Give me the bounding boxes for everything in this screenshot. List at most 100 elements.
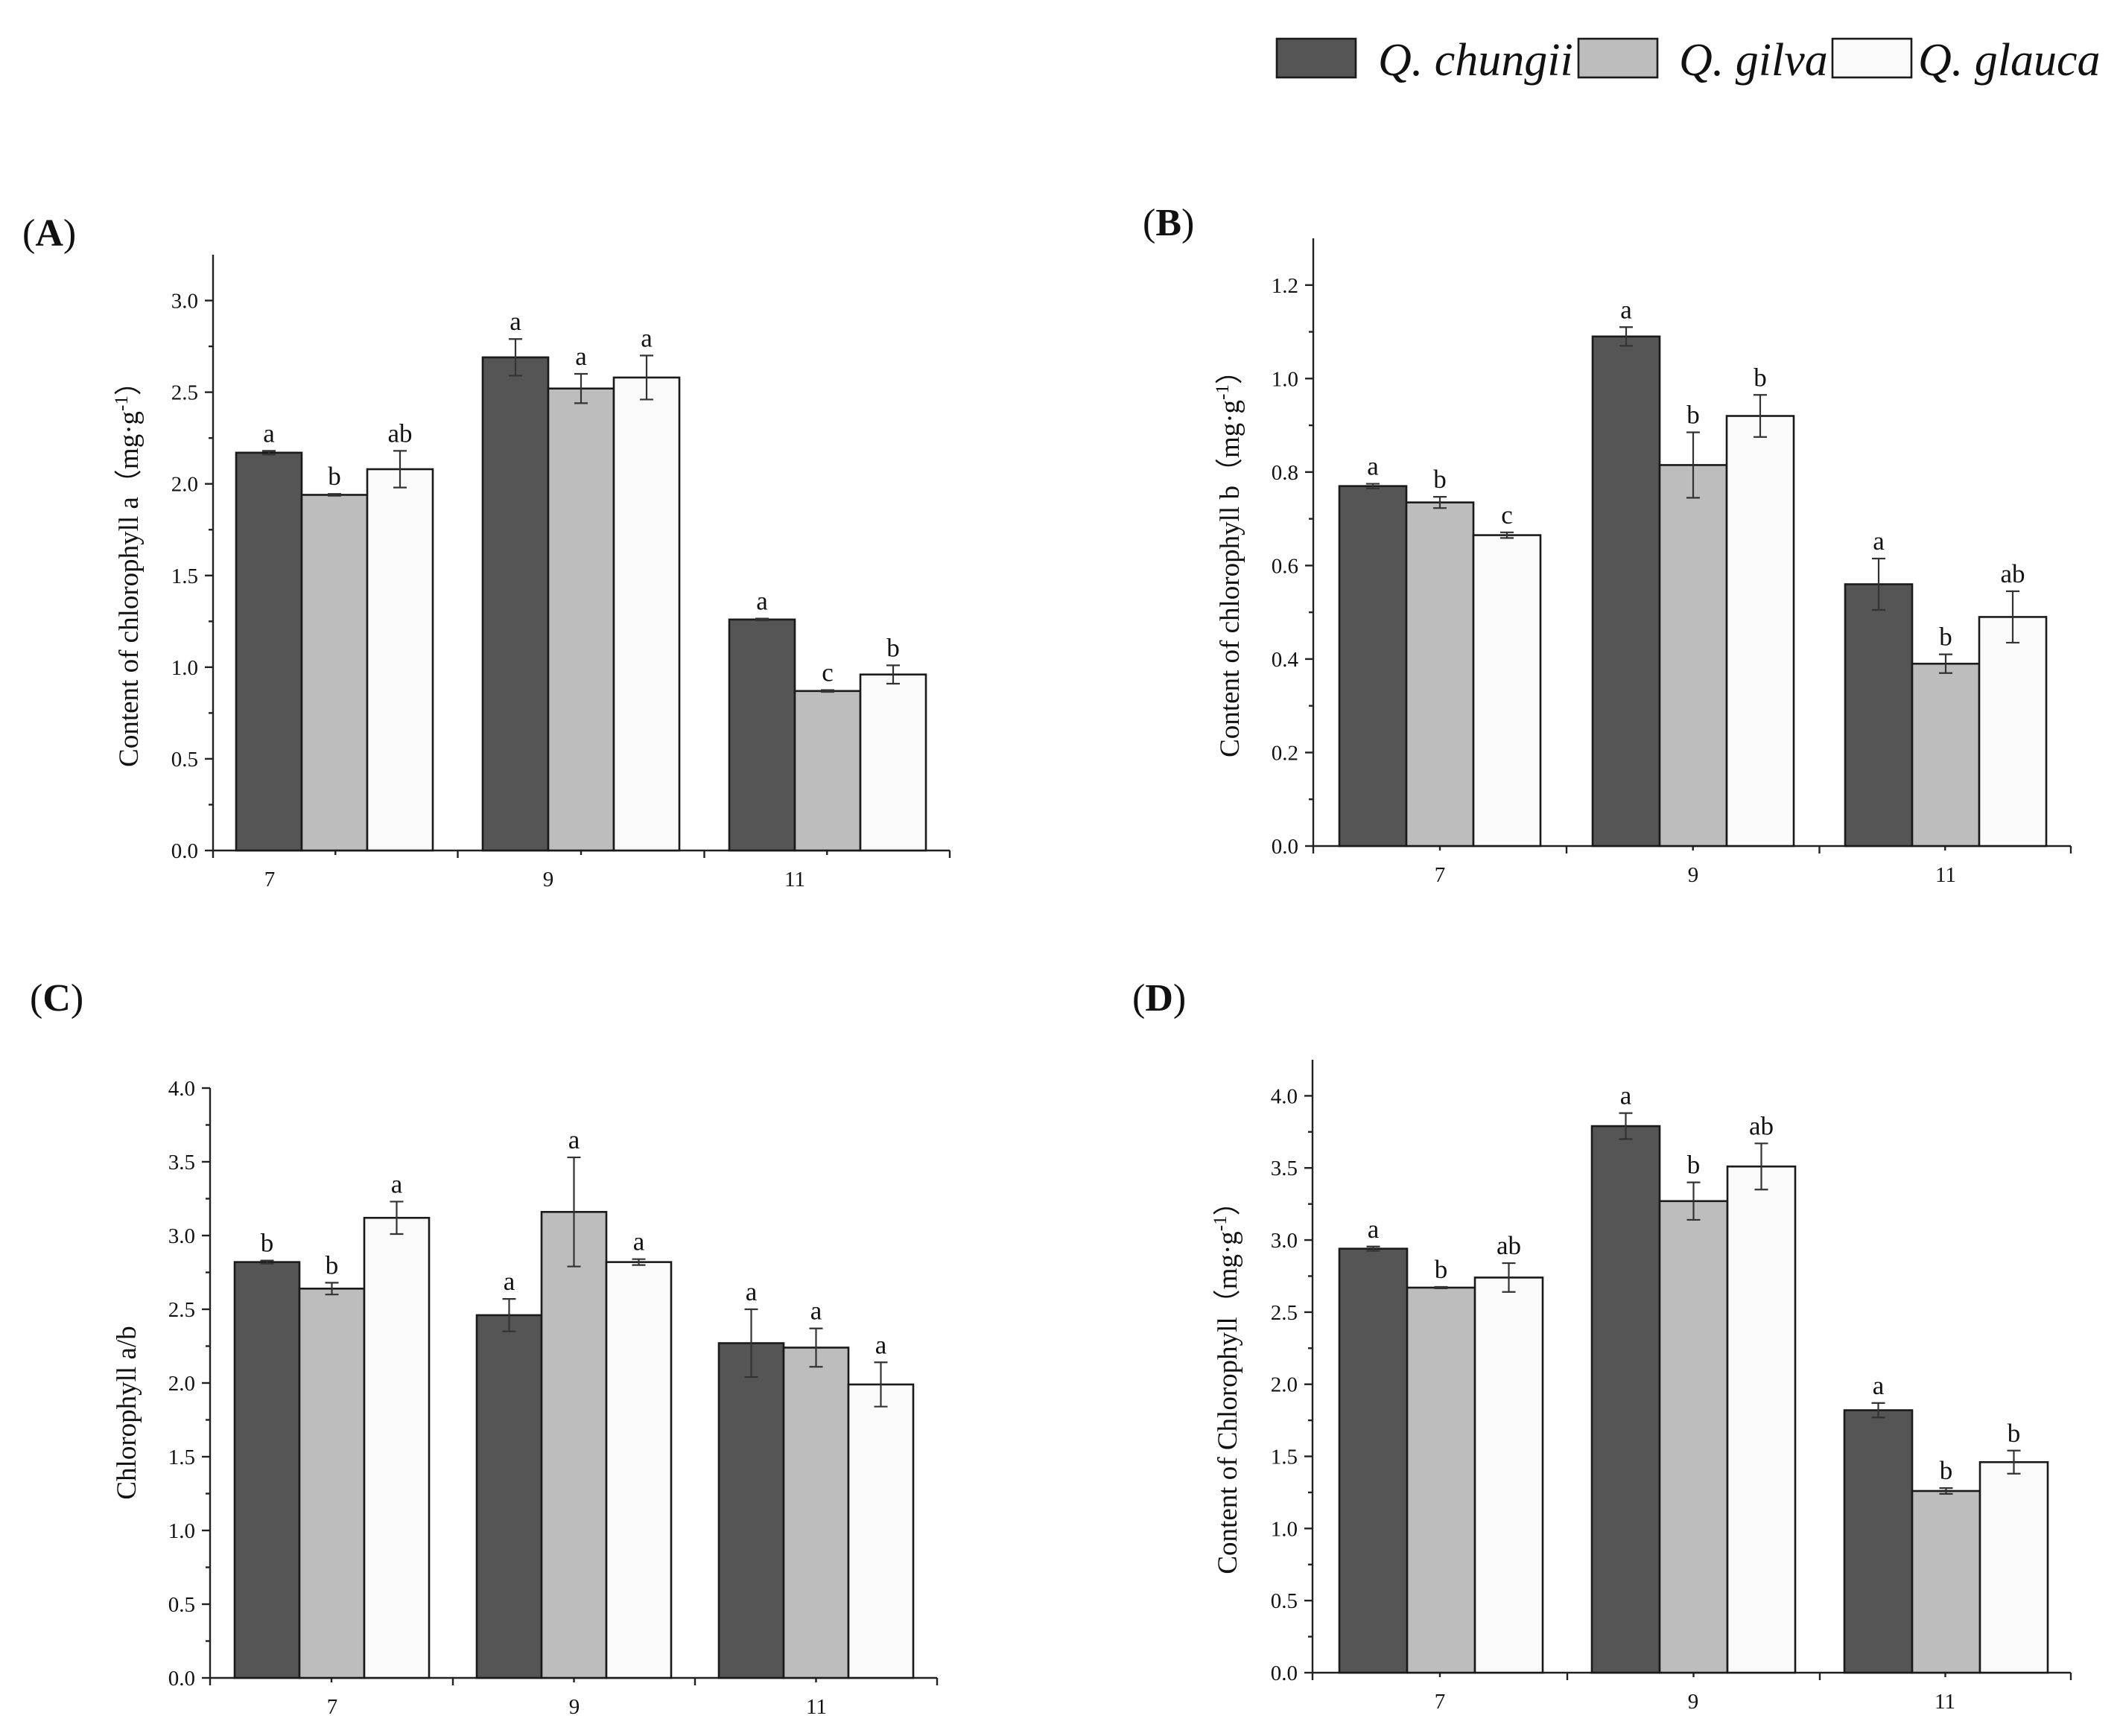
significance-label: a	[263, 419, 275, 448]
legend: Q. chungii Q. gilva Q. glauca	[1275, 35, 2101, 86]
bar-q-gilva-7	[300, 494, 369, 852]
bar-q-gilva-9	[547, 387, 615, 852]
y-tick-label: 2.0	[171, 473, 198, 497]
significance-label: a	[1873, 527, 1885, 556]
legend-swatch-q-gilva	[1577, 37, 1659, 79]
significance-label: ab	[387, 419, 412, 448]
significance-label: c	[1501, 500, 1513, 530]
y-tick-label: 2.0	[1271, 1373, 1298, 1397]
bar-q-chungii-9	[1591, 335, 1661, 848]
panel-label-a: (A)	[22, 212, 76, 255]
significance-label: ab	[2000, 559, 2025, 588]
y-tick-label: 3.0	[168, 1224, 195, 1248]
panel-label-c: (C)	[30, 977, 83, 1020]
y-tick-label: 4.0	[168, 1077, 195, 1101]
y-tick-label: 1.0	[1271, 1517, 1298, 1541]
bar-q-chungii-11	[728, 618, 796, 852]
y-axis-title: Content of chlorophyll a（mg·g-1）	[112, 368, 145, 767]
significance-label: b	[326, 1250, 339, 1279]
y-tick-label: 4.0	[1271, 1084, 1298, 1108]
significance-label: a	[1620, 1081, 1632, 1110]
legend-label-q-gilva: Q. gilva	[1679, 35, 1828, 86]
significance-label: ab	[1749, 1111, 1774, 1140]
bar-q-glauca-11	[859, 673, 927, 852]
legend-swatch-q-chungii	[1275, 37, 1357, 79]
x-tick-label-7: 7	[1435, 1690, 1446, 1714]
panel-label-d: (D)	[1132, 977, 1186, 1020]
significance-label: b	[328, 462, 341, 491]
significance-label: a	[875, 1330, 887, 1359]
y-tick-label: 3.0	[1271, 1229, 1298, 1253]
significance-label: a	[568, 1125, 580, 1154]
significance-label: a	[510, 307, 521, 336]
bar-q-glauca-9	[605, 1261, 673, 1679]
y-tick-label: 0.0	[171, 839, 198, 863]
bar-q-gilva-7	[1406, 1286, 1476, 1674]
y-tick-label: 2.5	[1271, 1301, 1298, 1325]
bar-q-chungii-9	[475, 1314, 543, 1679]
significance-label: b	[1433, 465, 1447, 494]
panel-c: (C) 0.0 0.5 1.0 1.5 2.0 2.5 3.0 3.5 4.0 7 9 11 Chloro…	[30, 977, 939, 1719]
significance-label: b	[2008, 1419, 2021, 1448]
bar-q-gilva-7	[298, 1287, 366, 1679]
significance-label: a	[1620, 295, 1632, 324]
y-tick-label: 0.4	[1272, 648, 1299, 672]
bar-q-glauca-7	[1472, 534, 1542, 848]
y-tick-label: 2.5	[171, 381, 198, 405]
y-tick-label: 0.2	[1272, 741, 1298, 765]
x-tick-label-9: 9	[1688, 1690, 1699, 1714]
y-tick-label: 3.5	[1271, 1157, 1298, 1180]
bar-q-gilva-11	[1911, 1489, 1981, 1674]
x-tick-label-7: 7	[264, 868, 276, 891]
bar-q-chungii-7	[1338, 1247, 1409, 1674]
significance-label: ab	[1497, 1231, 1521, 1260]
significance-label: a	[756, 587, 768, 616]
panel-b: (B) 0.0 0.2 0.4 0.6 0.8 1.0 1.2 7 9 11 Content of c…	[1143, 202, 2072, 887]
significance-label: a	[1873, 1371, 1885, 1400]
significance-label: b	[1939, 623, 1952, 652]
bar-q-gilva-9	[540, 1211, 608, 1679]
panel-a: (A) 0.0 0.5 1.0 1.5 2.0 2.5 3.0 7 9 11 Content of c…	[22, 212, 951, 891]
significance-label: a	[1367, 452, 1379, 481]
x-tick-label-11: 11	[806, 1695, 827, 1719]
significance-label: a	[1368, 1215, 1380, 1244]
bar-q-chungii-9	[481, 356, 550, 852]
y-axis-title: Chlorophyll a/b	[112, 1326, 142, 1499]
y-tick-label: 2.0	[168, 1372, 195, 1396]
y-tick-label: 1.0	[171, 656, 198, 680]
bar-q-chungii-11	[1844, 583, 1914, 848]
bar-q-glauca-7	[366, 468, 434, 852]
legend-item-q-glauca: Q. glauca	[1831, 35, 2101, 86]
bar-q-chungii-11	[717, 1342, 785, 1679]
significance-label: a	[391, 1169, 403, 1198]
bar-q-glauca-11	[1978, 616, 2048, 848]
x-tick-label-11: 11	[1935, 1690, 1955, 1714]
x-tick-label-11: 11	[1935, 863, 1956, 887]
significance-label: b	[1754, 363, 1767, 392]
significance-label: b	[886, 633, 900, 662]
x-tick-label-9: 9	[1688, 863, 1699, 887]
y-tick-label: 1.5	[168, 1446, 195, 1469]
y-tick-label: 0.5	[1271, 1589, 1298, 1613]
bar-q-glauca-7	[1473, 1276, 1544, 1674]
bar-q-chungii-7	[233, 1261, 301, 1679]
significance-label: b	[1686, 400, 1700, 429]
y-tick-label: 0.0	[1271, 1662, 1298, 1685]
y-tick-label: 0.0	[1272, 835, 1298, 859]
bar-q-gilva-7	[1405, 501, 1475, 848]
bar-q-gilva-11	[1911, 662, 1981, 848]
legend-label-q-chungii: Q. chungii	[1378, 35, 1573, 86]
y-tick-label: 1.2	[1272, 274, 1298, 298]
y-tick-label: 0.0	[168, 1667, 195, 1691]
legend-item-q-chungii: Q. chungii	[1275, 35, 1573, 86]
y-tick-label: 3.0	[171, 290, 198, 314]
significance-label: b	[1435, 1255, 1448, 1284]
y-axis-title: Content of chlorophyll b（mg·g-1）	[1213, 357, 1245, 757]
bar-q-glauca-9	[612, 376, 681, 852]
significance-label: b	[1687, 1151, 1701, 1180]
y-tick-label: 1.5	[171, 565, 198, 588]
bar-q-glauca-11	[1978, 1460, 2049, 1674]
bar-q-chungii-7	[1338, 485, 1408, 848]
significance-label: a	[746, 1277, 758, 1306]
